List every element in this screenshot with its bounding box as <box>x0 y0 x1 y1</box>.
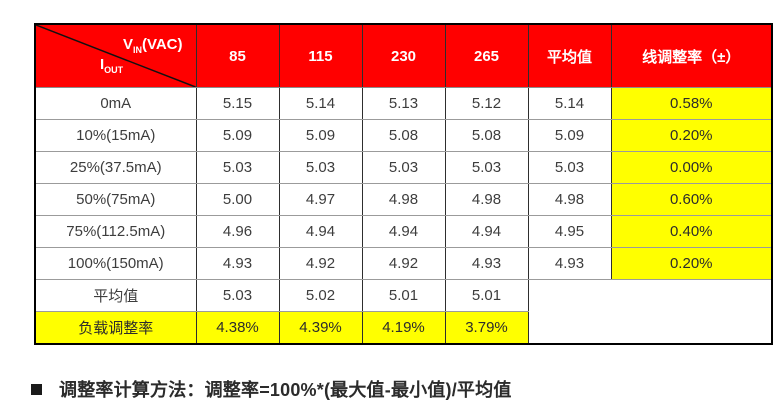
iout-label: IOUT <box>100 56 124 75</box>
value-cell: 5.08 <box>444 119 529 152</box>
value-cell: 4.92 <box>278 247 363 280</box>
row-label: 25%(37.5mA) <box>34 151 197 184</box>
value-cell: 5.01 <box>361 279 446 312</box>
header-cell-4: 平均值 <box>527 23 612 88</box>
value-cell: 4.93 <box>444 247 529 280</box>
line-regulation-cell: 0.60% <box>610 183 773 216</box>
footnote: 调整率计算方法：调整率=100%*(最大值-最小值)/平均值 <box>31 376 512 402</box>
row-label: 10%(15mA) <box>34 119 197 152</box>
average-cell: 5.03 <box>527 151 612 184</box>
line-regulation-cell: 0.20% <box>610 247 773 280</box>
value-cell: 5.13 <box>361 87 446 120</box>
load-regulation-cell: 4.39% <box>278 311 363 345</box>
value-cell: 5.03 <box>444 151 529 184</box>
corner-labels: VIN(VAC) IOUT <box>36 25 195 87</box>
header-row: VIN(VAC) IOUT 85 115 230 265 平均值 线调整率（±） <box>34 23 773 88</box>
load-regulation-cell: 4.19% <box>361 311 446 345</box>
table-row: 50%(75mA) 5.00 4.97 4.98 4.98 4.98 0.60% <box>34 183 773 216</box>
row-label: 负载调整率 <box>34 311 197 345</box>
value-cell: 5.03 <box>195 279 280 312</box>
load-regulation-cell: 4.38% <box>195 311 280 345</box>
value-cell: 5.03 <box>278 151 363 184</box>
row-label: 平均值 <box>34 279 197 312</box>
value-cell: 4.93 <box>195 247 280 280</box>
empty-merged-cell <box>527 279 773 345</box>
load-regulation-row: 负载调整率 4.38% 4.39% 4.19% 3.79% <box>34 311 772 345</box>
table-row: 0mA 5.15 5.14 5.13 5.12 5.14 0.58% <box>34 87 773 120</box>
value-cell: 5.00 <box>195 183 280 216</box>
row-label: 100%(150mA) <box>34 247 197 280</box>
header-cell-2: 230 <box>361 23 446 88</box>
header-cell-1: 115 <box>278 23 363 88</box>
value-cell: 4.96 <box>195 215 280 248</box>
value-cell: 5.12 <box>444 87 529 120</box>
value-cell: 5.14 <box>278 87 363 120</box>
table-row: 25%(37.5mA) 5.03 5.03 5.03 5.03 5.03 0.00% <box>34 151 773 184</box>
line-regulation-cell: 0.40% <box>610 215 773 248</box>
header-corner-cell: VIN(VAC) IOUT <box>34 23 197 88</box>
value-cell: 5.01 <box>444 279 529 312</box>
bullet-square-icon <box>31 383 42 395</box>
line-regulation-cell: 0.58% <box>610 87 773 120</box>
value-cell: 4.94 <box>361 215 446 248</box>
regulation-table: VIN(VAC) IOUT 85 115 230 265 平均值 线调整率（±） 0mA 5… <box>34 23 773 345</box>
line-regulation-cell: 0.00% <box>610 151 773 184</box>
value-cell: 4.94 <box>444 215 529 248</box>
average-cell: 5.14 <box>527 87 612 120</box>
load-regulation-cell: 3.79% <box>444 311 529 345</box>
regulation-table-wrap: VIN(VAC) IOUT 85 115 230 265 平均值 线调整率（±） 0mA 5… <box>34 23 773 345</box>
value-cell: 4.97 <box>278 183 363 216</box>
row-label: 50%(75mA) <box>34 183 197 216</box>
footnote-text: 调整率计算方法：调整率=100%*(最大值-最小值)/平均值 <box>59 380 512 400</box>
summary-average-row: 平均值 5.03 5.02 5.01 5.01 <box>34 279 773 345</box>
average-cell: 4.95 <box>527 215 612 248</box>
table-row: 10%(15mA) 5.09 5.09 5.08 5.08 5.09 0.20% <box>34 119 773 152</box>
value-cell: 5.03 <box>361 151 446 184</box>
table-body: 0mA 5.15 5.14 5.13 5.12 5.14 0.58% 10%(15mA) 5.0… <box>34 87 773 345</box>
diagonal-line <box>36 25 196 87</box>
average-cell: 5.09 <box>527 119 612 152</box>
vin-vac-label: VIN(VAC) <box>122 35 183 55</box>
value-cell: 5.09 <box>195 119 280 152</box>
value-cell: 4.94 <box>278 215 363 248</box>
line-regulation-cell: 0.20% <box>610 119 773 152</box>
value-cell: 4.98 <box>444 183 529 216</box>
table-row: 75%(112.5mA) 4.96 4.94 4.94 4.94 4.95 0.40% <box>34 215 773 248</box>
row-label: 75%(112.5mA) <box>34 215 197 248</box>
header-cell-5: 线调整率（±） <box>610 23 773 88</box>
table-row: 100%(150mA) 4.93 4.92 4.92 4.93 4.93 0.20% <box>34 247 773 280</box>
value-cell: 4.98 <box>361 183 446 216</box>
value-cell: 5.02 <box>278 279 363 312</box>
header-cell-3: 265 <box>444 23 529 88</box>
average-cell: 4.93 <box>527 247 612 280</box>
row-label: 0mA <box>34 87 197 120</box>
header-cell-0: 85 <box>195 23 280 88</box>
value-cell: 5.09 <box>278 119 363 152</box>
value-cell: 5.08 <box>361 119 446 152</box>
value-cell: 5.03 <box>195 151 280 184</box>
value-cell: 4.92 <box>361 247 446 280</box>
value-cell: 5.15 <box>195 87 280 120</box>
average-cell: 4.98 <box>527 183 612 216</box>
